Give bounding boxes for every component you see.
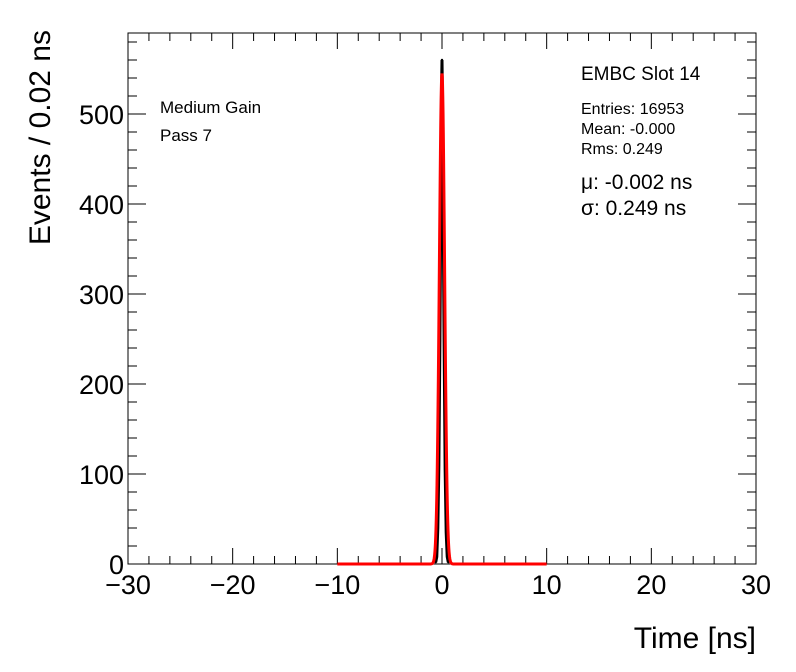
gain-annotation: Medium Gain bbox=[160, 98, 261, 117]
mean-stat: Mean: -0.000 bbox=[581, 121, 675, 138]
slot-annotation: EMBC Slot 14 bbox=[581, 64, 701, 85]
y-axis-label: Events / 0.02 ns bbox=[24, 30, 57, 245]
y-tick-label: 500 bbox=[79, 100, 124, 130]
y-tick-labels: 0 100 200 300 400 500 bbox=[79, 100, 124, 580]
axis-ticks bbox=[127, 33, 757, 565]
x-tick-label: 20 bbox=[636, 570, 666, 600]
x-tick-label: −30 bbox=[105, 570, 151, 600]
x-tick-label: 0 bbox=[434, 570, 449, 600]
x-tick-label: 30 bbox=[741, 570, 771, 600]
y-tick-label: 0 bbox=[109, 550, 124, 580]
sigma-fit-value: σ: 0.249 ns bbox=[581, 197, 686, 220]
mu-fit-value: μ: -0.002 ns bbox=[581, 171, 692, 194]
histogram-point bbox=[434, 561, 437, 564]
histogram-point bbox=[440, 58, 444, 62]
y-tick-label: 200 bbox=[79, 370, 124, 400]
histogram-point bbox=[446, 555, 449, 558]
y-tick-label: 400 bbox=[79, 190, 124, 220]
pass-annotation: Pass 7 bbox=[160, 126, 212, 145]
gaussian-fit-curve bbox=[337, 73, 547, 566]
series-layer bbox=[337, 58, 547, 566]
y-tick-label: 300 bbox=[79, 280, 124, 310]
x-tick-labels: −30 −20 −10 0 10 20 30 bbox=[105, 570, 771, 600]
rms-stat: Rms: 0.249 bbox=[581, 141, 663, 158]
x-tick-label: −10 bbox=[314, 570, 360, 600]
entries-stat: Entries: 16953 bbox=[581, 101, 684, 118]
x-tick-label: 10 bbox=[532, 570, 562, 600]
y-tick-label: 100 bbox=[79, 460, 124, 490]
histogram-point bbox=[435, 555, 438, 558]
x-axis-label: Time [ns] bbox=[634, 622, 756, 655]
x-tick-label: −20 bbox=[210, 570, 256, 600]
histogram-point bbox=[447, 561, 450, 564]
